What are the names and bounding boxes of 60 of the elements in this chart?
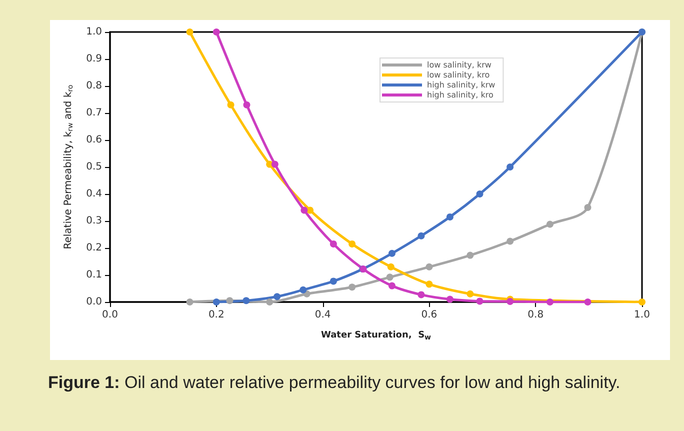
point xyxy=(186,28,194,36)
point xyxy=(212,298,220,306)
point xyxy=(306,206,314,214)
y-tick-label: 0.8 xyxy=(86,80,102,92)
point xyxy=(466,252,474,259)
point xyxy=(243,101,250,108)
caption: Figure 1: Oil and water relative permeability curves for low and high salinity. xyxy=(48,373,620,392)
point xyxy=(274,293,281,300)
point xyxy=(226,297,234,304)
point xyxy=(242,297,250,304)
point xyxy=(506,238,514,245)
y-tick-label: 0.9 xyxy=(86,54,102,64)
point xyxy=(446,213,454,220)
point xyxy=(212,28,220,36)
point xyxy=(476,190,484,198)
point xyxy=(506,164,514,170)
point xyxy=(387,263,394,270)
point xyxy=(266,298,274,306)
y-tick-label: 0.7 xyxy=(86,108,102,118)
point xyxy=(418,232,425,240)
point xyxy=(476,298,484,305)
point xyxy=(446,296,454,303)
point xyxy=(227,101,234,108)
point xyxy=(300,206,308,214)
y-tick-label: 0.6 xyxy=(86,134,102,146)
x-tick-label: 0.8 xyxy=(528,310,544,320)
y-tick-label: 0.1 xyxy=(86,270,102,280)
point xyxy=(584,298,592,306)
legend-label: low salinity, kro xyxy=(427,70,490,80)
x-tick-label: 0.6 xyxy=(421,310,438,320)
point xyxy=(330,278,337,285)
point xyxy=(386,274,394,281)
point xyxy=(348,240,356,248)
x-tick-label: 1.0 xyxy=(634,310,650,320)
point xyxy=(186,298,194,306)
point xyxy=(466,290,474,298)
point xyxy=(418,291,425,298)
y-tick-label: 0.2 xyxy=(86,242,102,254)
point xyxy=(388,250,396,257)
point xyxy=(426,263,433,270)
x-tick-label: 0.4 xyxy=(314,310,331,320)
point xyxy=(584,204,592,211)
y-tick-label: 0.3 xyxy=(86,216,102,226)
point xyxy=(348,284,356,291)
y-tick-label: 1.0 xyxy=(86,26,102,38)
legend-label: low salinity, krw xyxy=(427,60,492,70)
x-tick-label: 0.0 xyxy=(102,310,118,320)
point xyxy=(330,240,337,248)
point xyxy=(546,220,554,228)
y-tick-label: 0.0 xyxy=(86,296,102,308)
point xyxy=(388,282,396,290)
legend-label: high salinity, krw xyxy=(427,80,496,90)
point xyxy=(546,298,554,306)
point xyxy=(300,286,307,294)
y-tick-label: 0.5 xyxy=(86,162,102,172)
x-tick-label: 0.2 xyxy=(208,310,224,320)
legend-label: high salinity, kro xyxy=(427,90,494,100)
y-tick-label: 0.4 xyxy=(86,188,102,200)
point xyxy=(271,160,278,168)
point xyxy=(426,280,433,288)
